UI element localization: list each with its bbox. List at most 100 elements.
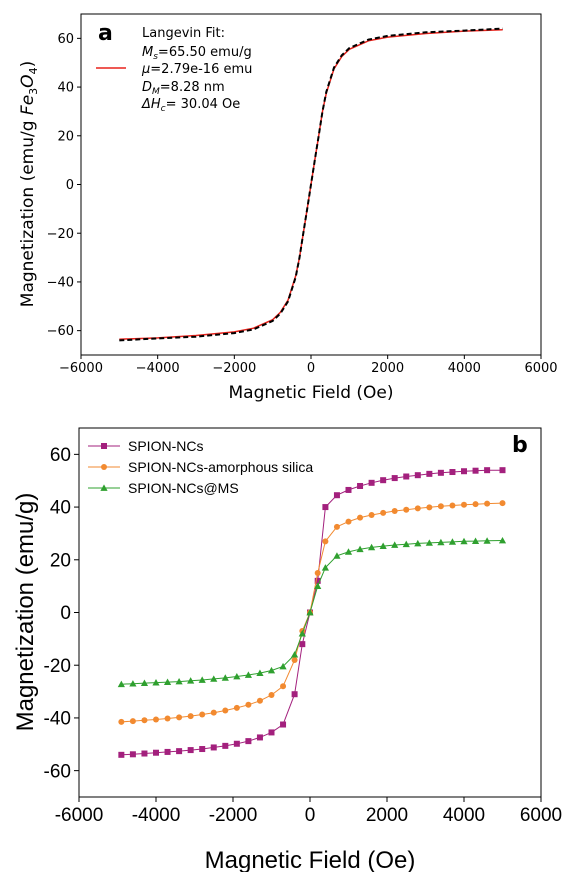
panel-b-data-point bbox=[129, 718, 136, 725]
panel-b-data-point bbox=[129, 680, 137, 687]
panel-b-data-point bbox=[357, 514, 364, 521]
panel-b-data-point bbox=[472, 501, 479, 508]
panel-b-data-point bbox=[426, 504, 433, 511]
panel-a-ytick-label: −20 bbox=[47, 227, 74, 242]
panel-b-data-point bbox=[314, 582, 322, 590]
panel-b-data-point bbox=[280, 683, 287, 690]
panel-b-data-point bbox=[391, 475, 398, 482]
panel-b-data-point bbox=[379, 542, 387, 549]
panel-b-data-point bbox=[233, 704, 240, 711]
panel-b-data-point bbox=[175, 677, 183, 685]
panel-b-data-point bbox=[244, 671, 252, 678]
panel-a-xtick-label: −6000 bbox=[59, 361, 103, 376]
panel-b-ytick-label: 40 bbox=[50, 498, 71, 519]
panel-b-data-point bbox=[221, 674, 229, 681]
panel-a-xtick-label: 4000 bbox=[448, 361, 481, 376]
panel-b-data-point bbox=[484, 500, 491, 507]
panel-b-data-point bbox=[198, 676, 206, 683]
panel-b-plot-frame bbox=[78, 427, 542, 798]
panel-b-data-point bbox=[210, 744, 217, 751]
panel-b-data-point bbox=[437, 503, 444, 510]
panel-b-xtick-label: 4000 bbox=[443, 805, 485, 826]
panel-b-data-point bbox=[141, 750, 148, 757]
panel-b-data-point bbox=[333, 492, 340, 499]
panel-b-data-point bbox=[210, 675, 218, 682]
panel-b-xtick-label: 0 bbox=[305, 805, 316, 826]
panel-b-legend: SPION-NCs SPION-NCs-amorphous silica SPION… bbox=[88, 438, 313, 496]
panel-b-data-point bbox=[291, 651, 299, 658]
panel-b-data-point bbox=[233, 672, 241, 680]
legend-a-line-1: Ms=65.50 emu/g bbox=[142, 45, 252, 62]
panel-a-ytick-label: 20 bbox=[57, 129, 74, 144]
panel-b-data-point bbox=[414, 539, 422, 547]
panel-b-ylabel: Magnetization (emu/g) bbox=[12, 493, 39, 732]
panel-a-xtick-label: 0 bbox=[307, 361, 315, 376]
panel-b-data-point bbox=[280, 721, 287, 728]
legend-a-line-2: μ=2.79e-16 emu bbox=[141, 62, 252, 77]
panel-b-xtick-label: -6000 bbox=[55, 805, 104, 826]
panel-b-data-point bbox=[176, 714, 183, 721]
panel-b-data-point bbox=[414, 472, 421, 479]
panel-b-data-point bbox=[163, 678, 172, 685]
panel-b-data-point bbox=[117, 680, 125, 688]
legend-b-entry-label: SPION-NCs-amorphous silica bbox=[128, 459, 313, 475]
legend-a-title: Langevin Fit: bbox=[142, 26, 225, 41]
panel-b-data-point bbox=[368, 511, 375, 518]
panel-b-data-point bbox=[437, 538, 445, 546]
panel-b-data-point bbox=[233, 740, 240, 747]
panel-b-xlabel: Magnetic Field (Oe) bbox=[205, 847, 416, 872]
panel-b-data-point bbox=[449, 469, 456, 476]
panel-b-data-point bbox=[391, 508, 398, 515]
panel-b-data-point bbox=[460, 537, 468, 545]
panel-b-data-point bbox=[256, 697, 263, 704]
legend-a-line-4: ΔHc= 30.04 Oe bbox=[141, 97, 240, 114]
panel-a-ytick-label: 0 bbox=[66, 178, 74, 193]
panel-b-data-point bbox=[176, 748, 183, 755]
panel-a-xtick-label: −4000 bbox=[136, 361, 180, 376]
panel-b-data-point bbox=[299, 641, 306, 648]
panel-b-data-point bbox=[368, 479, 375, 486]
panel-b-data-point bbox=[268, 691, 275, 698]
panel-b-data-point bbox=[199, 746, 206, 753]
panel-b-xtick-label: 6000 bbox=[520, 805, 562, 826]
panel-b-data-point bbox=[333, 552, 341, 559]
panel-b-data-point bbox=[256, 734, 263, 741]
panel-b-data-point bbox=[199, 711, 206, 718]
panel-b-data-point bbox=[153, 749, 159, 756]
panel-b-data-point bbox=[153, 716, 159, 723]
panel-a-plot-frame bbox=[80, 13, 542, 356]
panel-b-data-point bbox=[118, 751, 125, 758]
panel-b-data-point bbox=[322, 538, 329, 545]
panel-b-data-point bbox=[426, 470, 433, 477]
panel-b-xtick-label: -2000 bbox=[209, 805, 258, 826]
panel-b-data-point bbox=[321, 564, 329, 571]
panel-b-data-point bbox=[448, 538, 457, 545]
panel-a-ytick-label: 60 bbox=[57, 32, 74, 47]
panel-b-ytick-label: -60 bbox=[44, 761, 71, 782]
panel-a-chart: −6000 −4000 −2000 0 2000 4000 6000 −60 −40 −20 0 20… bbox=[18, 13, 558, 403]
panel-a-xtick-label: 6000 bbox=[524, 361, 557, 376]
panel-b-data-point bbox=[499, 500, 506, 507]
panel-a-ytick-label: −60 bbox=[47, 324, 74, 339]
panel-b-ytick-label: -20 bbox=[44, 656, 71, 677]
panel-b-data-point bbox=[344, 548, 353, 555]
panel-a-ylabel: Magnetization (emu/g Fe3O4) bbox=[18, 61, 40, 307]
panel-a-xtick-label: −2000 bbox=[212, 361, 256, 376]
panel-b-data-point bbox=[498, 536, 507, 544]
panel-b-data-point bbox=[245, 701, 252, 708]
panel-b-data-point bbox=[461, 501, 467, 508]
panel-b-data-point bbox=[472, 467, 479, 474]
panel-b-data-point bbox=[291, 691, 298, 698]
legend-b-swatch-marker bbox=[101, 443, 107, 449]
panel-b-data-point bbox=[380, 477, 387, 484]
panel-a-legend: Langevin Fit: Ms=65.50 emu/g μ=2.79e-16 … bbox=[96, 26, 252, 114]
panel-b-ytick-label: 0 bbox=[60, 603, 71, 624]
panel-b-data-point bbox=[140, 679, 149, 687]
panel-b-data-point bbox=[403, 473, 410, 480]
panel-b-data-point bbox=[118, 718, 125, 725]
panel-b-data-point bbox=[425, 539, 433, 546]
panel-b-data-point bbox=[356, 545, 364, 553]
panel-b-data-point bbox=[129, 751, 136, 758]
panel-b-chart: -6000 -4000 -2000 0 2000 4000 6000 -60 -40 -20 0 20… bbox=[12, 427, 562, 872]
panel-b-data-point bbox=[314, 577, 321, 584]
